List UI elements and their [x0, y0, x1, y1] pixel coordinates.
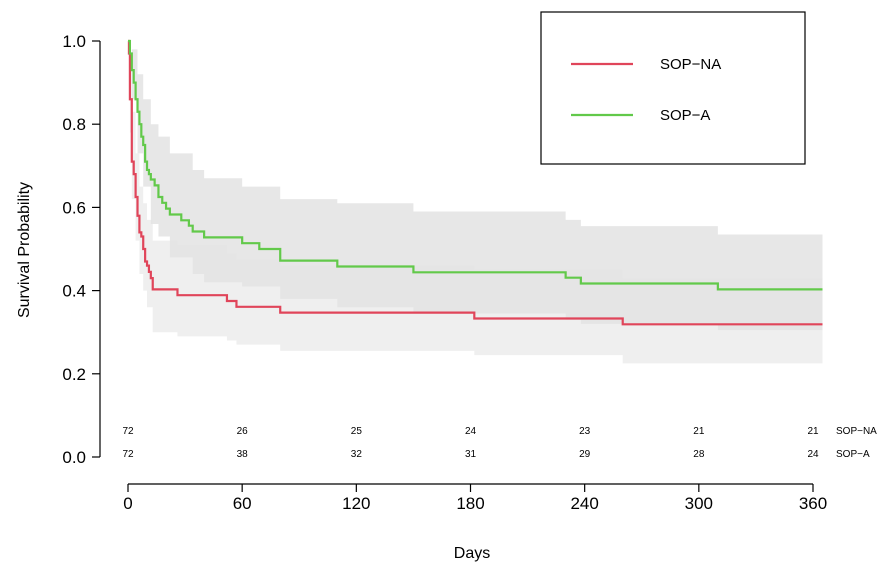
risk-row-label-sop-na: SOP−NA: [836, 426, 877, 437]
risk-count-sop-a: 24: [807, 449, 819, 460]
survival-curves: [127, 39, 823, 326]
y-axis-title: Survival Probability: [16, 182, 33, 318]
x-tick-label: 360: [799, 494, 827, 513]
y-axis: 0.0 0.2 0.4 0.6 0.8 1.0: [62, 32, 101, 467]
risk-row-label-sop-a: SOP−A: [836, 449, 870, 460]
risk-count-sop-a: 28: [693, 449, 705, 460]
risk-count-sop-na: 24: [465, 426, 477, 437]
risk-count-sop-na: 72: [122, 426, 134, 437]
risk-count-sop-a: 29: [579, 449, 591, 460]
risk-count-sop-na: 21: [807, 426, 819, 437]
y-tick-label: 0.8: [62, 115, 86, 134]
y-tick-label: 0.4: [62, 282, 86, 301]
risk-count-sop-a: 72: [122, 449, 134, 460]
risk-count-sop-na: 21: [693, 426, 705, 437]
y-tick-label: 0.6: [62, 198, 86, 217]
x-tick-label: 0: [123, 494, 132, 513]
risk-count-sop-a: 38: [237, 449, 249, 460]
survival-curve-sop-a: [128, 39, 823, 291]
risk-table: 72 26 25 24 23 21 21 SOP−NA 72 38 32 31 29 28 24 SOP−A: [122, 426, 877, 460]
y-tick-label: 0.0: [62, 448, 86, 467]
x-tick-label: 180: [456, 494, 484, 513]
legend-box: [540, 11, 806, 165]
y-tick-label: 1.0: [62, 32, 86, 51]
x-axis: 0 60 120 180 240 300 360: [123, 483, 827, 513]
x-axis-title: Days: [454, 545, 490, 562]
risk-count-sop-a: 31: [465, 449, 477, 460]
risk-count-sop-na: 26: [237, 426, 249, 437]
x-tick-label: 300: [685, 494, 713, 513]
risk-count-sop-na: 25: [351, 426, 363, 437]
confidence-band-sop-a: [128, 41, 823, 331]
y-tick-label: 0.2: [62, 365, 86, 384]
legend-label-sop-a: SOP−A: [660, 107, 710, 124]
risk-count-sop-a: 32: [351, 449, 363, 460]
risk-count-sop-na: 23: [579, 426, 591, 437]
legend-label-sop-na: SOP−NA: [660, 56, 721, 73]
x-tick-label: 240: [570, 494, 598, 513]
legend: SOP−NA SOP−A: [540, 11, 806, 165]
x-tick-label: 120: [342, 494, 370, 513]
x-tick-label: 60: [233, 494, 252, 513]
survival-curve-sop-na: [127, 39, 823, 326]
